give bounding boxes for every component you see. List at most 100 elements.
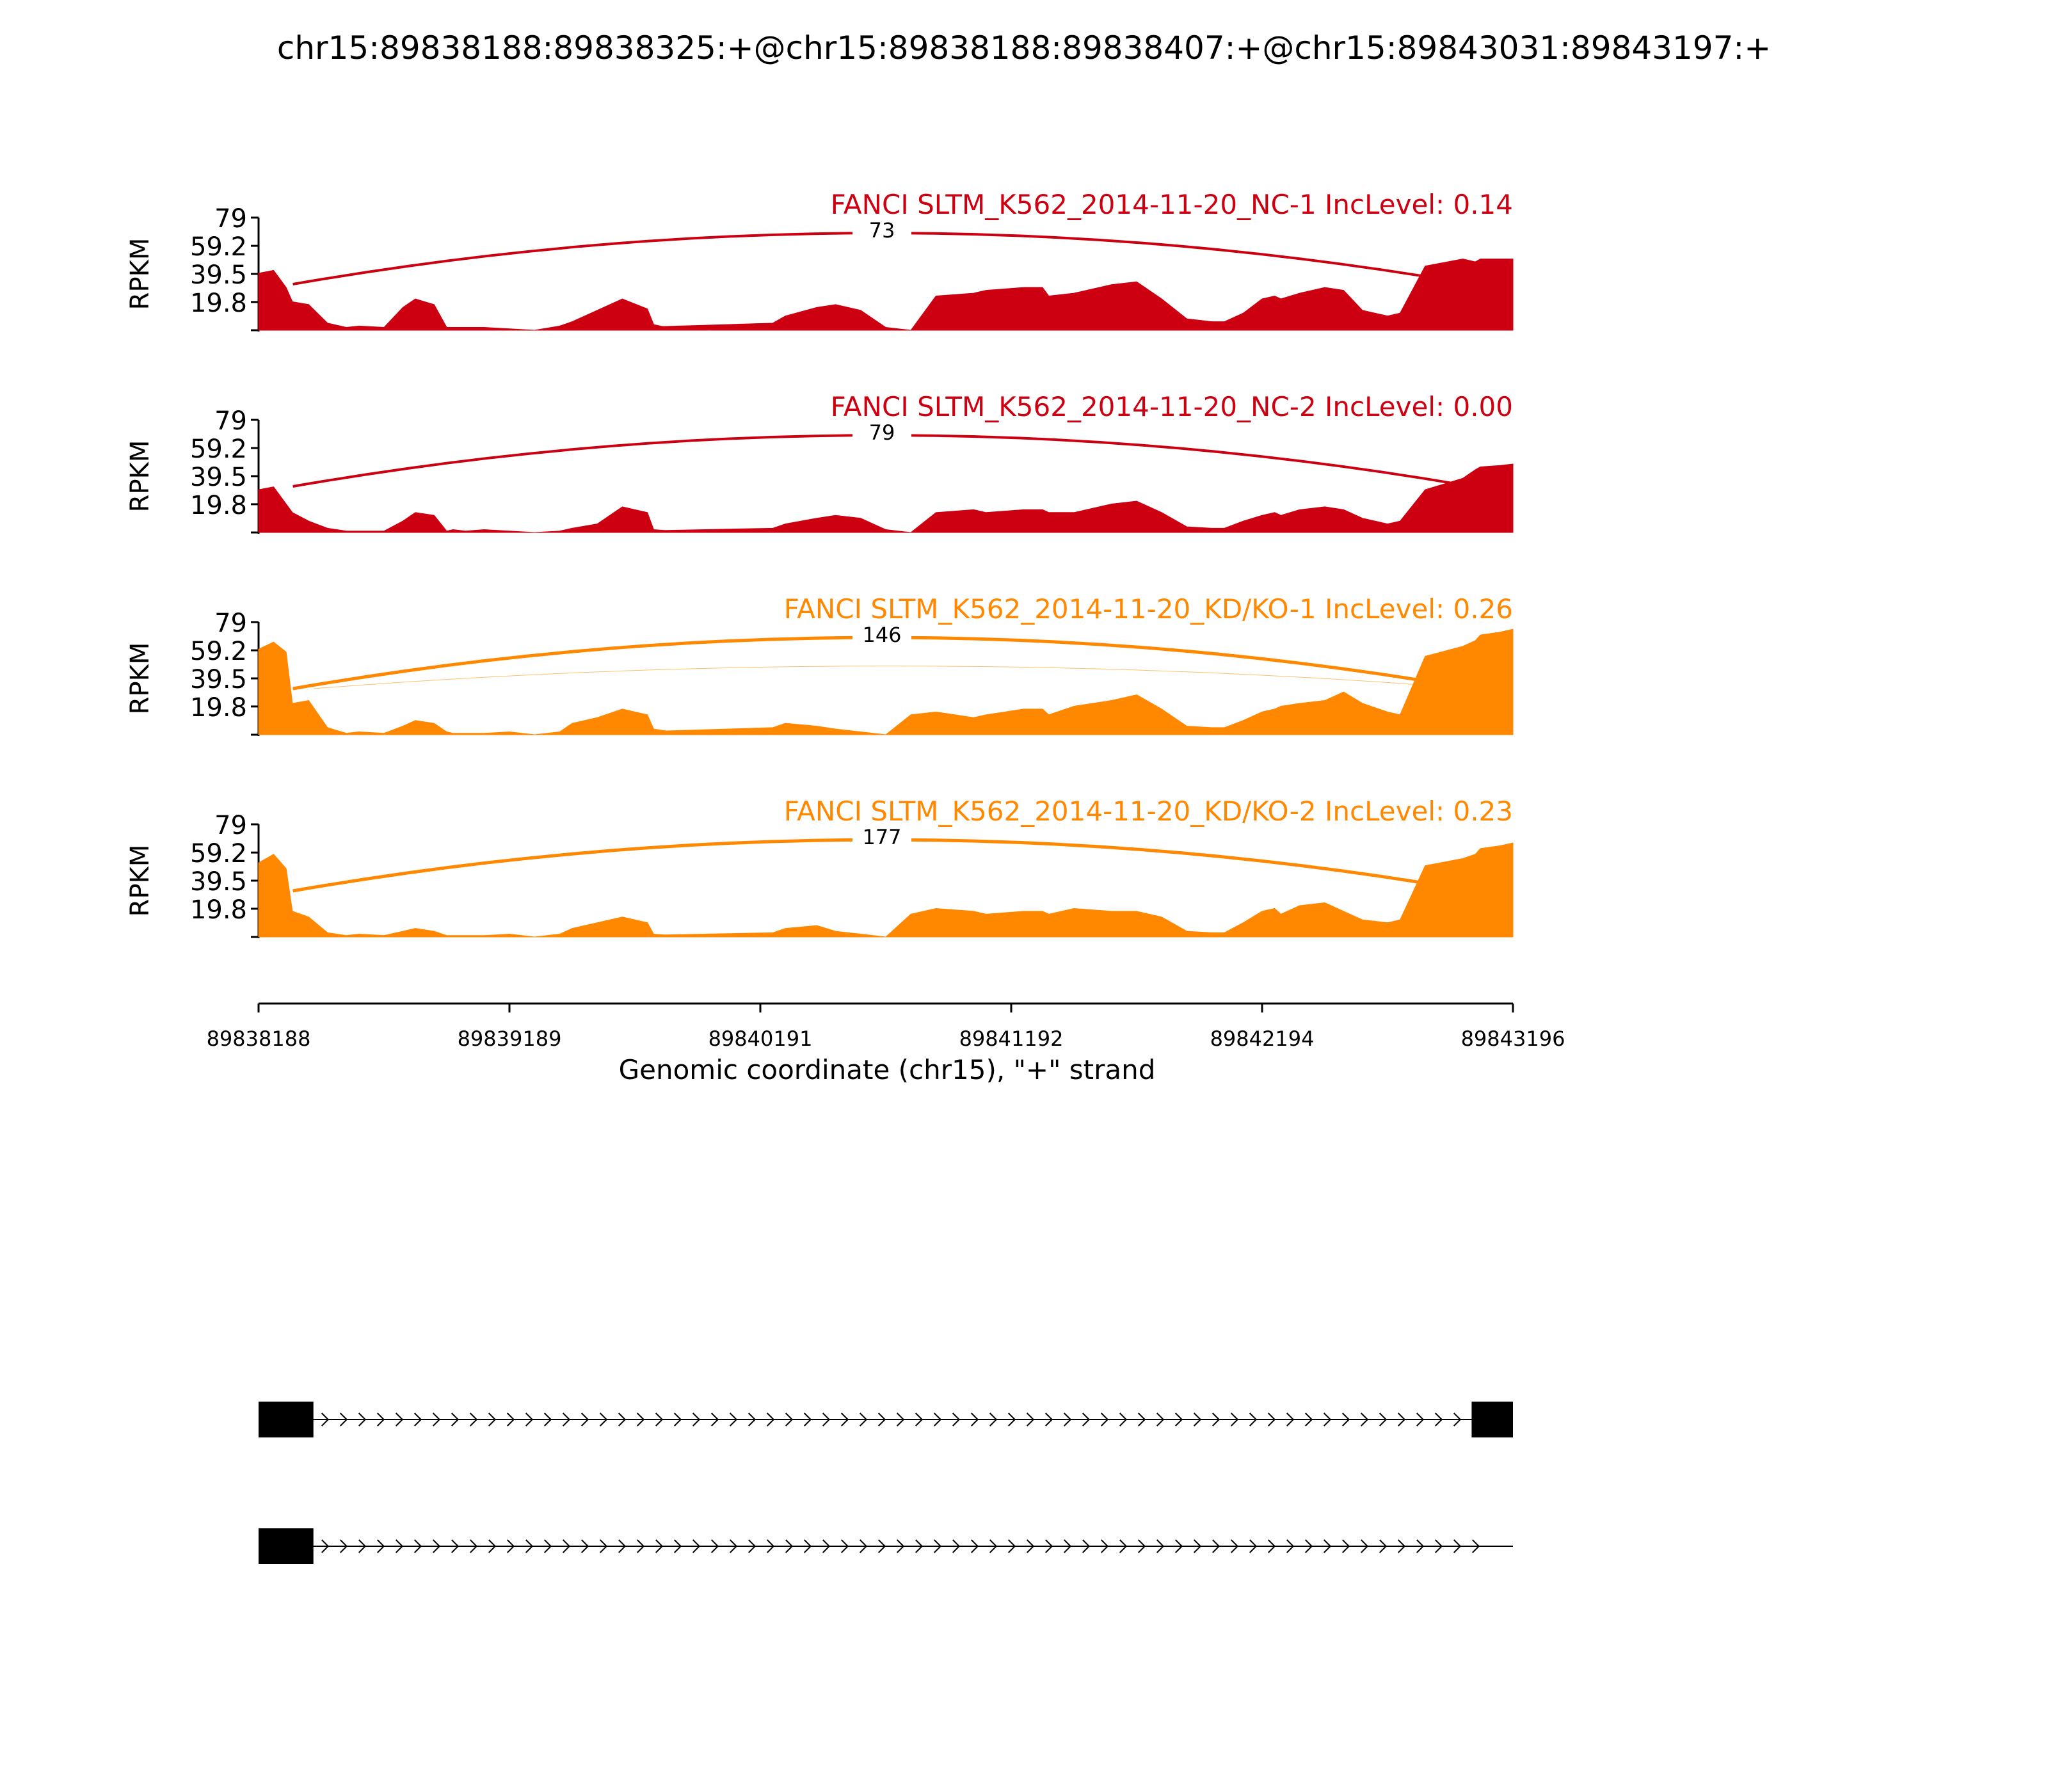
strand-arrow xyxy=(1249,1539,1258,1553)
strand-arrow xyxy=(971,1412,979,1427)
strand-arrow xyxy=(600,1412,608,1427)
strand-arrow xyxy=(1435,1412,1443,1427)
y-axis-label: RPKM xyxy=(125,643,155,715)
strand-arrow xyxy=(785,1412,794,1427)
junction-count-box xyxy=(852,622,911,649)
strand-arrow xyxy=(451,1539,460,1553)
strand-arrow xyxy=(692,1539,701,1553)
strand-arrow xyxy=(1361,1539,1369,1553)
strand-arrow xyxy=(1045,1412,1053,1427)
y-axis-label: RPKM xyxy=(125,440,155,513)
strand-arrow xyxy=(1156,1539,1165,1553)
strand-arrow xyxy=(952,1539,961,1553)
strand-arrow xyxy=(396,1412,404,1427)
strand-arrow xyxy=(692,1412,701,1427)
junction-count-box xyxy=(852,218,911,244)
strand-arrow xyxy=(1453,1539,1462,1553)
strand-arrow xyxy=(340,1412,348,1427)
strand-arrow xyxy=(358,1412,367,1427)
y-tick-label: 79 xyxy=(214,204,247,234)
strand-arrow xyxy=(878,1539,886,1553)
sample-label: FANCI SLTM_K562_2014-11-20_KD/KO-2 IncLe… xyxy=(784,796,1513,827)
strand-arrow xyxy=(600,1539,608,1553)
strand-arrow xyxy=(1268,1539,1276,1553)
strand-arrow xyxy=(1379,1539,1388,1553)
exon-block xyxy=(1471,1402,1513,1437)
strand-arrow xyxy=(952,1412,961,1427)
strand-arrow xyxy=(1082,1539,1091,1553)
strand-arrow xyxy=(1472,1539,1480,1553)
strand-arrow xyxy=(841,1539,849,1553)
strand-arrow xyxy=(1324,1412,1332,1427)
strand-arrow xyxy=(1416,1412,1425,1427)
strand-arrow xyxy=(711,1412,719,1427)
strand-arrow xyxy=(637,1412,645,1427)
strand-arrow xyxy=(730,1412,738,1427)
strand-arrow xyxy=(785,1539,794,1553)
strand-arrow xyxy=(1361,1412,1369,1427)
strand-arrow xyxy=(618,1539,627,1553)
x-tick-label: 89840191 xyxy=(708,1027,813,1051)
figure-title: chr15:89838188:89838325:+@chr15:89838188… xyxy=(277,29,1771,67)
y-tick-label: 39.5 xyxy=(190,260,247,290)
x-tick-label: 89843196 xyxy=(1461,1027,1565,1051)
x-tick-label: 89839189 xyxy=(458,1027,562,1051)
strand-arrow xyxy=(1342,1412,1350,1427)
strand-arrow xyxy=(897,1412,905,1427)
strand-arrow xyxy=(1286,1412,1295,1427)
x-axis-label: Genomic coordinate (chr15), "+" strand xyxy=(619,1054,1156,1085)
y-tick-label: 59.2 xyxy=(190,637,247,666)
strand-arrow xyxy=(451,1412,460,1427)
gene-model xyxy=(259,1402,1513,1437)
strand-arrow xyxy=(618,1412,627,1427)
y-tick-label: 59.2 xyxy=(190,839,247,868)
strand-arrow xyxy=(1156,1412,1165,1427)
strand-arrow xyxy=(321,1412,330,1427)
strand-arrow xyxy=(1008,1539,1016,1553)
strand-arrow xyxy=(1212,1539,1220,1553)
strand-arrow xyxy=(674,1412,682,1427)
strand-arrow xyxy=(730,1539,738,1553)
strand-arrow xyxy=(934,1412,942,1427)
junction-count-label: 177 xyxy=(862,825,901,849)
y-tick-label: 19.8 xyxy=(190,895,247,925)
strand-arrow xyxy=(989,1539,998,1553)
exon-block xyxy=(259,1402,314,1437)
strand-arrow xyxy=(1045,1539,1053,1553)
strand-arrow xyxy=(507,1412,515,1427)
strand-arrow xyxy=(1231,1539,1239,1553)
strand-arrow xyxy=(1286,1539,1295,1553)
strand-arrow xyxy=(525,1412,534,1427)
strand-arrow xyxy=(358,1539,367,1553)
junction-count-label: 73 xyxy=(869,218,895,243)
junction-count-box xyxy=(852,420,911,447)
sample-label: FANCI SLTM_K562_2014-11-20_NC-1 IncLevel… xyxy=(831,189,1513,220)
y-axis-label: RPKM xyxy=(125,845,155,917)
strand-arrow xyxy=(1453,1412,1462,1427)
strand-arrow xyxy=(1435,1539,1443,1553)
y-tick-label: 79 xyxy=(214,609,247,638)
strand-arrow xyxy=(1064,1412,1072,1427)
strand-arrow xyxy=(581,1539,589,1553)
strand-arrow xyxy=(767,1412,775,1427)
strand-arrow xyxy=(1398,1539,1406,1553)
strand-arrow xyxy=(748,1412,756,1427)
coverage-area xyxy=(258,628,1514,735)
strand-arrow xyxy=(414,1539,422,1553)
strand-arrow xyxy=(563,1539,571,1553)
strand-arrow xyxy=(804,1539,812,1553)
strand-arrow xyxy=(1379,1412,1388,1427)
strand-arrow xyxy=(748,1539,756,1553)
strand-arrow xyxy=(934,1539,942,1553)
strand-arrow xyxy=(711,1539,719,1553)
strand-arrow xyxy=(1305,1539,1313,1553)
junction-count-box xyxy=(852,824,911,851)
strand-arrow xyxy=(321,1539,330,1553)
strand-arrow xyxy=(655,1412,664,1427)
y-tick-label: 59.2 xyxy=(190,435,247,464)
strand-arrow xyxy=(804,1412,812,1427)
strand-arrow xyxy=(488,1539,497,1553)
